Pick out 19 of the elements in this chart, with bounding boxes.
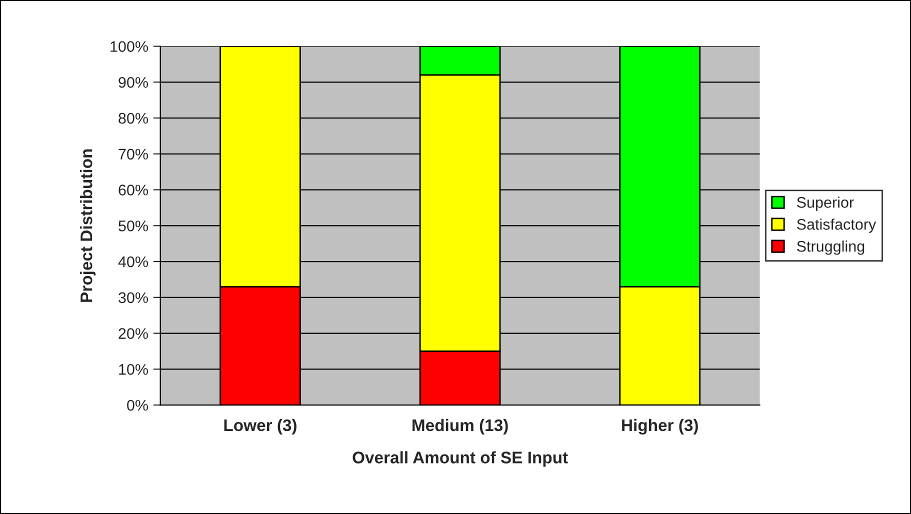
y-tick-label: 80% [118, 112, 148, 124]
y-tick-label: 70% [118, 148, 148, 160]
legend-label: Superior [797, 196, 854, 211]
x-tick-label: Lower (3) [224, 418, 296, 434]
y-tick-label: 10% [119, 364, 148, 375]
y-tick-label: 20% [118, 328, 148, 339]
x-tick-label: Higher (3) [622, 418, 698, 435]
y-tick-label: 40% [118, 256, 148, 268]
x-axis-title: Overall Amount of SE Input [352, 451, 568, 467]
y-tick-label: 60% [118, 184, 148, 196]
y-tick-label: 90% [118, 77, 148, 88]
y-axis-title: Project Distribution [80, 149, 96, 302]
legend-label: Struggling [797, 240, 864, 255]
legend-label: Satisfactory [797, 218, 876, 233]
y-tick-label: 50% [118, 220, 148, 232]
x-tick-label: Medium (13) [412, 418, 508, 434]
y-tick-label: 0% [127, 400, 148, 411]
y-tick-label: 30% [118, 292, 148, 304]
y-tick-label: 100% [110, 41, 148, 52]
